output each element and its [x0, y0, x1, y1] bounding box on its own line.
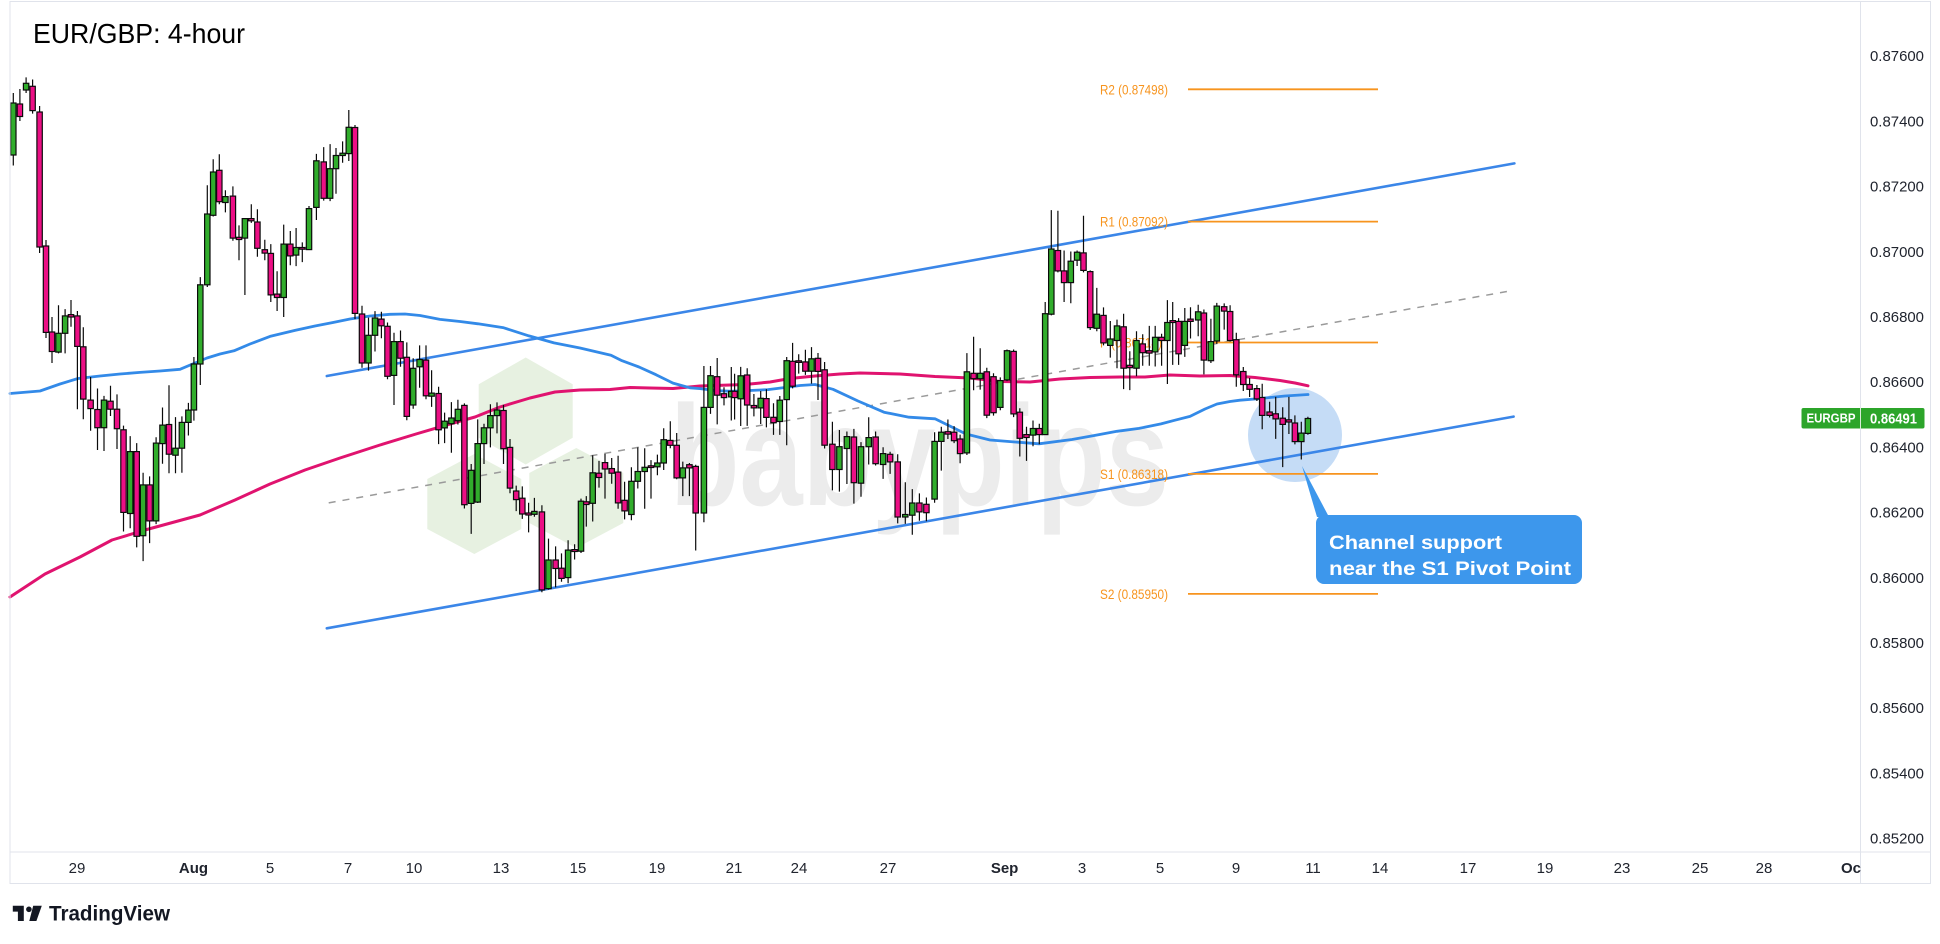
svg-text:R1 (0.87092): R1 (0.87092)	[1100, 215, 1168, 230]
svg-text:29: 29	[69, 860, 86, 877]
svg-text:S1 (0.86318): S1 (0.86318)	[1100, 467, 1168, 482]
svg-text:0.87200: 0.87200	[1870, 179, 1924, 196]
svg-text:EUR/GBP: 4-hour: EUR/GBP: 4-hour	[33, 18, 245, 49]
svg-text:25: 25	[1692, 860, 1709, 877]
svg-text:28: 28	[1756, 860, 1773, 877]
svg-text:0.87600: 0.87600	[1870, 48, 1924, 65]
svg-text:0.86800: 0.86800	[1870, 309, 1924, 326]
svg-text:0.85600: 0.85600	[1870, 700, 1924, 717]
svg-text:TradingView: TradingView	[49, 903, 171, 926]
svg-text:0.87000: 0.87000	[1870, 244, 1924, 261]
svg-text:Oc: Oc	[1841, 860, 1861, 877]
svg-text:0.87400: 0.87400	[1870, 113, 1924, 130]
svg-text:19: 19	[1537, 860, 1554, 877]
svg-text:17: 17	[1460, 860, 1477, 877]
svg-text:S2 (0.85950): S2 (0.85950)	[1100, 587, 1168, 602]
svg-text:5: 5	[1156, 860, 1164, 877]
svg-text:R2 (0.87498): R2 (0.87498)	[1100, 82, 1168, 97]
svg-text:0.85400: 0.85400	[1870, 765, 1924, 782]
svg-text:Channel support: Channel support	[1329, 533, 1503, 554]
svg-text:0.86400: 0.86400	[1870, 439, 1924, 456]
svg-text:0.86600: 0.86600	[1870, 374, 1924, 391]
svg-text:9: 9	[1232, 860, 1240, 877]
svg-text:11: 11	[1305, 860, 1321, 877]
svg-text:7: 7	[344, 860, 352, 877]
svg-text:0.86000: 0.86000	[1870, 570, 1924, 587]
svg-text:EURGBP: EURGBP	[1807, 411, 1856, 426]
svg-text:15: 15	[570, 860, 587, 877]
svg-text:21: 21	[726, 860, 743, 877]
svg-text:24: 24	[791, 860, 808, 877]
svg-text:23: 23	[1614, 860, 1631, 877]
svg-text:0.85800: 0.85800	[1870, 635, 1924, 652]
svg-text:near the S1 Pivot Point: near the S1 Pivot Point	[1329, 559, 1572, 580]
svg-text:27: 27	[880, 860, 897, 877]
svg-text:Aug: Aug	[179, 860, 208, 877]
svg-text:13: 13	[493, 860, 510, 877]
svg-text:Sep: Sep	[991, 860, 1019, 877]
svg-text:10: 10	[406, 860, 423, 877]
svg-text:0.86200: 0.86200	[1870, 505, 1924, 522]
svg-text:0.86491: 0.86491	[1870, 412, 1917, 428]
svg-text:3: 3	[1078, 860, 1086, 877]
svg-text:5: 5	[266, 860, 274, 877]
svg-text:19: 19	[649, 860, 666, 877]
svg-text:14: 14	[1372, 860, 1389, 877]
svg-text:0.85200: 0.85200	[1870, 831, 1924, 848]
